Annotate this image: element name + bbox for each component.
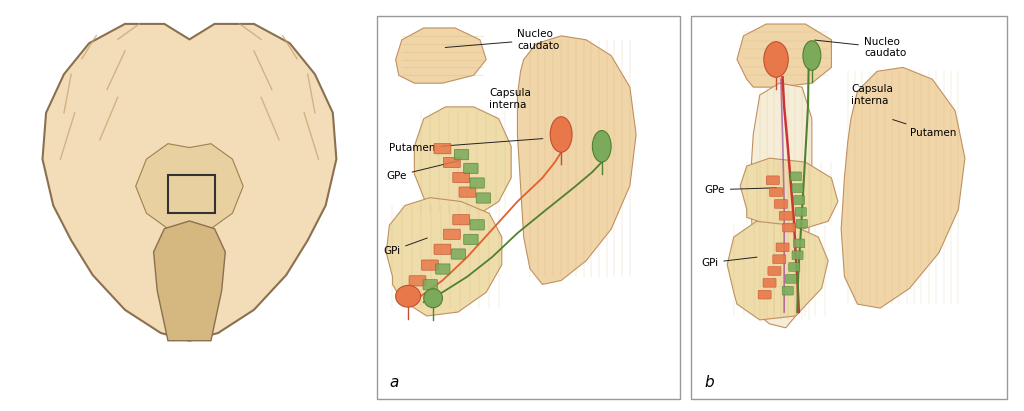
FancyBboxPatch shape (794, 239, 805, 248)
FancyBboxPatch shape (453, 215, 470, 225)
FancyBboxPatch shape (758, 290, 771, 299)
FancyBboxPatch shape (794, 196, 805, 204)
FancyBboxPatch shape (435, 264, 450, 274)
Polygon shape (415, 107, 511, 217)
Ellipse shape (803, 41, 821, 70)
FancyBboxPatch shape (470, 220, 484, 230)
FancyBboxPatch shape (773, 255, 785, 263)
Polygon shape (737, 24, 831, 87)
Text: Nucleo
caudato: Nucleo caudato (445, 29, 560, 51)
FancyBboxPatch shape (470, 178, 484, 188)
Text: b: b (705, 375, 714, 390)
Text: Nucleo
caudato: Nucleo caudato (815, 37, 906, 58)
Text: Putamen: Putamen (389, 139, 543, 153)
FancyBboxPatch shape (782, 223, 796, 232)
FancyBboxPatch shape (434, 143, 451, 154)
FancyBboxPatch shape (770, 188, 782, 196)
FancyBboxPatch shape (422, 260, 438, 270)
FancyBboxPatch shape (766, 176, 779, 185)
FancyBboxPatch shape (776, 243, 790, 252)
Text: Capsula
interna: Capsula interna (851, 84, 893, 106)
FancyBboxPatch shape (464, 163, 478, 173)
FancyBboxPatch shape (409, 276, 426, 286)
FancyBboxPatch shape (768, 267, 781, 275)
Polygon shape (750, 83, 812, 328)
FancyBboxPatch shape (459, 187, 476, 197)
Polygon shape (841, 67, 965, 308)
FancyBboxPatch shape (796, 208, 806, 216)
Bar (168, 175, 215, 213)
FancyBboxPatch shape (443, 157, 460, 168)
Polygon shape (727, 221, 828, 320)
Polygon shape (135, 144, 244, 233)
Ellipse shape (550, 117, 572, 152)
FancyBboxPatch shape (792, 251, 803, 260)
FancyBboxPatch shape (791, 172, 802, 181)
Ellipse shape (424, 289, 442, 308)
Polygon shape (740, 158, 838, 229)
Ellipse shape (764, 42, 788, 77)
FancyBboxPatch shape (453, 172, 470, 182)
FancyBboxPatch shape (443, 229, 460, 240)
FancyBboxPatch shape (785, 275, 797, 283)
FancyBboxPatch shape (434, 244, 451, 254)
Polygon shape (154, 221, 225, 341)
Text: GPe: GPe (386, 161, 459, 181)
FancyBboxPatch shape (774, 200, 787, 208)
FancyBboxPatch shape (452, 249, 466, 259)
Polygon shape (395, 28, 486, 83)
FancyBboxPatch shape (455, 150, 469, 160)
Text: Capsula
interna: Capsula interna (489, 88, 531, 110)
Polygon shape (386, 198, 502, 316)
Text: GPi: GPi (383, 238, 427, 256)
FancyBboxPatch shape (779, 211, 793, 220)
Polygon shape (43, 24, 336, 341)
Text: GPe: GPe (705, 185, 776, 195)
Ellipse shape (592, 131, 611, 162)
FancyBboxPatch shape (792, 184, 803, 192)
FancyBboxPatch shape (797, 219, 807, 228)
FancyBboxPatch shape (423, 279, 437, 290)
Ellipse shape (395, 285, 421, 307)
FancyBboxPatch shape (476, 193, 490, 203)
FancyBboxPatch shape (788, 263, 800, 271)
Text: a: a (389, 375, 398, 390)
FancyBboxPatch shape (763, 279, 776, 287)
Text: GPi: GPi (701, 257, 757, 268)
FancyBboxPatch shape (782, 286, 794, 295)
Polygon shape (517, 36, 636, 284)
FancyBboxPatch shape (464, 234, 478, 245)
Text: Putamen: Putamen (893, 120, 956, 138)
